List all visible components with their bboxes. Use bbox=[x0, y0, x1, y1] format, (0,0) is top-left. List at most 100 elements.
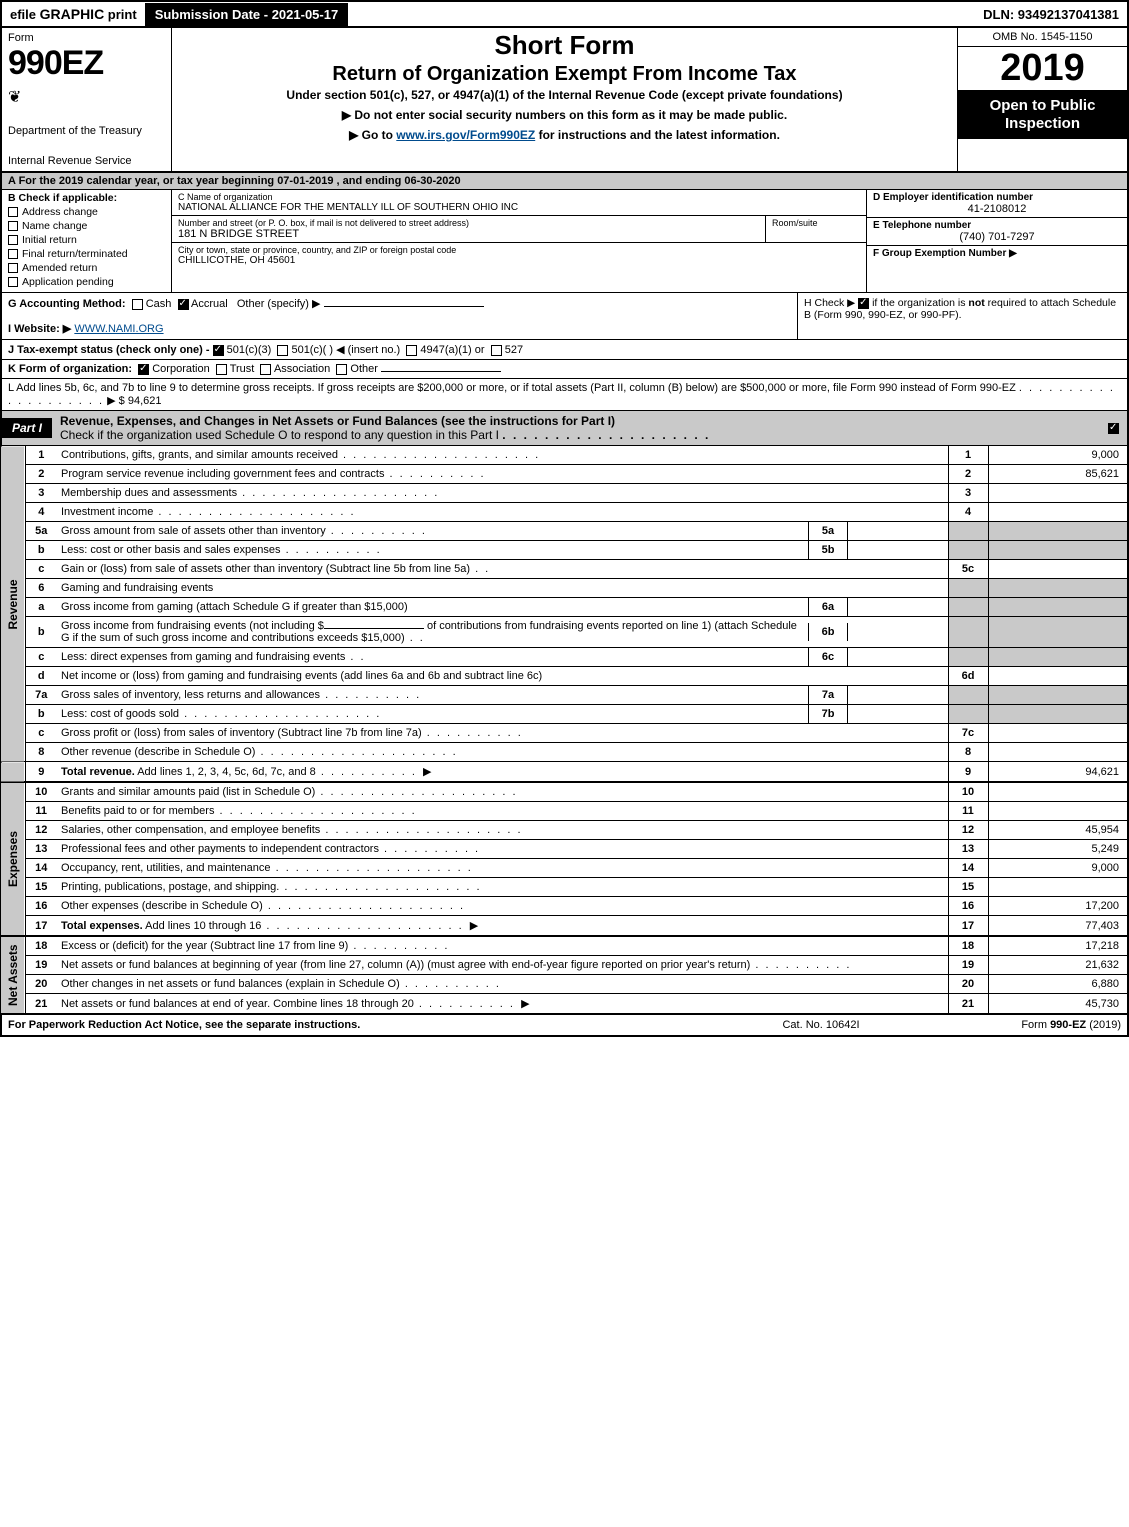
line-6b-input[interactable] bbox=[324, 628, 424, 629]
checkbox-icon[interactable] bbox=[132, 299, 143, 310]
city-value: CHILLICOTHE, OH 45601 bbox=[178, 255, 860, 266]
city-label: City or town, state or province, country… bbox=[178, 245, 860, 255]
l-text: L Add lines 5b, 6c, and 7b to line 9 to … bbox=[8, 382, 1016, 394]
line-num: 6 bbox=[25, 579, 57, 598]
line-text-val: Salaries, other compensation, and employ… bbox=[61, 824, 320, 836]
line-7b: b Less: cost of goods sold 7b bbox=[1, 705, 1128, 724]
sub-num: 6c bbox=[808, 648, 848, 666]
k-label: K Form of organization: bbox=[8, 363, 132, 375]
g-accrual: Accrual bbox=[191, 298, 228, 310]
line-value-shaded bbox=[988, 579, 1128, 598]
line-text-val: Printing, publications, postage, and shi… bbox=[61, 881, 279, 893]
header-right: OMB No. 1545-1150 2019 Open to Public In… bbox=[957, 28, 1127, 171]
line-value: 9,000 bbox=[988, 446, 1128, 465]
line-text-val: Other revenue (describe in Schedule O) bbox=[61, 746, 255, 758]
line-value: 45,730 bbox=[988, 994, 1128, 1015]
line-text-val: Net assets or fund balances at beginning… bbox=[61, 959, 750, 971]
line-col: 10 bbox=[948, 782, 988, 802]
line-col: 15 bbox=[948, 878, 988, 897]
part-1-tag: Part I bbox=[2, 418, 52, 438]
k-other-input[interactable] bbox=[381, 371, 501, 372]
col-c-org-info: C Name of organization NATIONAL ALLIANCE… bbox=[172, 190, 867, 292]
line-col: 12 bbox=[948, 821, 988, 840]
checkbox-checked-icon[interactable] bbox=[1108, 423, 1119, 434]
line-3: 3 Membership dues and assessments 3 bbox=[1, 484, 1128, 503]
line-2: 2 Program service revenue including gove… bbox=[1, 465, 1128, 484]
row-g-h: G Accounting Method: Cash Accrual Other … bbox=[0, 293, 1129, 340]
street-value: 181 N BRIDGE STREET bbox=[178, 228, 759, 240]
return-title: Return of Organization Exempt From Incom… bbox=[180, 63, 949, 86]
line-text-val: Less: cost or other basis and sales expe… bbox=[61, 544, 281, 556]
g-label: G Accounting Method: bbox=[8, 298, 126, 310]
section-b-c-def: B Check if applicable: Address change Na… bbox=[0, 190, 1129, 293]
line-num: b bbox=[25, 617, 57, 648]
note-link-post: for instructions and the latest informat… bbox=[535, 128, 780, 142]
h-pre: H Check ▶ bbox=[804, 297, 858, 309]
line-text-val: Membership dues and assessments bbox=[61, 487, 237, 499]
row-g: G Accounting Method: Cash Accrual Other … bbox=[2, 293, 797, 339]
checkbox-checked-icon[interactable] bbox=[178, 299, 189, 310]
line-text-val: Other changes in net assets or fund bala… bbox=[61, 978, 400, 990]
form-instructions-link[interactable]: www.irs.gov/Form990EZ bbox=[396, 128, 535, 142]
net-assets-side-label: Net Assets bbox=[1, 936, 25, 1014]
line-num: 2 bbox=[25, 465, 57, 484]
dots-icon bbox=[384, 468, 485, 480]
checkbox-icon[interactable] bbox=[277, 345, 288, 356]
line-text-val: Add lines 10 through 16 bbox=[143, 920, 262, 932]
line-num: 11 bbox=[25, 802, 57, 821]
i-label: I Website: ▶ bbox=[8, 323, 71, 335]
checkbox-icon[interactable] bbox=[8, 263, 18, 273]
line-col: 16 bbox=[948, 897, 988, 916]
checkbox-icon[interactable] bbox=[260, 364, 271, 375]
j-4947: 4947(a)(1) or bbox=[420, 344, 484, 356]
line-col: 20 bbox=[948, 975, 988, 994]
website-link[interactable]: WWW.NAMI.ORG bbox=[74, 323, 163, 335]
line-text: Printing, publications, postage, and shi… bbox=[57, 878, 948, 897]
checkbox-icon[interactable] bbox=[8, 235, 18, 245]
efile-prefix: efile bbox=[10, 7, 40, 22]
line-col: 7c bbox=[948, 724, 988, 743]
line-16: 16 Other expenses (describe in Schedule … bbox=[1, 897, 1128, 916]
dots-icon bbox=[263, 900, 465, 912]
checkbox-icon[interactable] bbox=[336, 364, 347, 375]
footer-right: Form 990-EZ (2019) bbox=[921, 1019, 1121, 1031]
line-text: Investment income bbox=[57, 503, 808, 522]
line-col-shaded bbox=[948, 522, 988, 541]
line-1: Revenue 1 Contributions, gifts, grants, … bbox=[1, 446, 1128, 465]
part-1-table: Revenue 1 Contributions, gifts, grants, … bbox=[0, 446, 1129, 1015]
checkbox-icon[interactable] bbox=[216, 364, 227, 375]
j-501c: 501(c)( ) ◀ (insert no.) bbox=[291, 344, 400, 356]
line-value bbox=[988, 484, 1128, 503]
chk-label: Name change bbox=[22, 220, 87, 232]
line-21: 21 Net assets or fund balances at end of… bbox=[1, 994, 1128, 1015]
line-value: 6,880 bbox=[988, 975, 1128, 994]
checkbox-icon[interactable] bbox=[8, 277, 18, 287]
line-5b: b Less: cost or other basis and sales ex… bbox=[1, 541, 1128, 560]
checkbox-icon[interactable] bbox=[491, 345, 502, 356]
sub-val bbox=[848, 648, 948, 666]
line-15: 15 Printing, publications, postage, and … bbox=[1, 878, 1128, 897]
dots-icon bbox=[400, 978, 501, 990]
dots-icon bbox=[214, 805, 416, 817]
treasury-seal-icon: ❦ bbox=[8, 87, 165, 107]
line-value: 45,954 bbox=[988, 821, 1128, 840]
checkbox-icon[interactable] bbox=[8, 221, 18, 231]
line-col: 17 bbox=[948, 916, 988, 937]
dots-icon bbox=[316, 766, 417, 778]
checkbox-icon[interactable] bbox=[406, 345, 417, 356]
checkbox-checked-icon[interactable] bbox=[213, 345, 224, 356]
row-j: J Tax-exempt status (check only one) - 5… bbox=[0, 340, 1129, 360]
checkbox-checked-icon[interactable] bbox=[138, 364, 149, 375]
line-text: Total revenue. Add lines 1, 2, 3, 4, 5c,… bbox=[57, 762, 948, 783]
note-link-pre: ▶ Go to bbox=[349, 128, 396, 142]
checkbox-icon[interactable] bbox=[8, 207, 18, 217]
org-name-block: C Name of organization NATIONAL ALLIANCE… bbox=[172, 190, 866, 216]
checkbox-checked-icon[interactable] bbox=[858, 298, 869, 309]
line-num: d bbox=[25, 667, 57, 686]
part-1-sub: Check if the organization used Schedule … bbox=[60, 428, 499, 442]
g-other-input[interactable] bbox=[324, 306, 484, 307]
dots-icon bbox=[279, 881, 481, 893]
checkbox-icon[interactable] bbox=[8, 249, 18, 259]
line-col-shaded bbox=[948, 617, 988, 648]
line-6c: c Less: direct expenses from gaming and … bbox=[1, 648, 1128, 667]
